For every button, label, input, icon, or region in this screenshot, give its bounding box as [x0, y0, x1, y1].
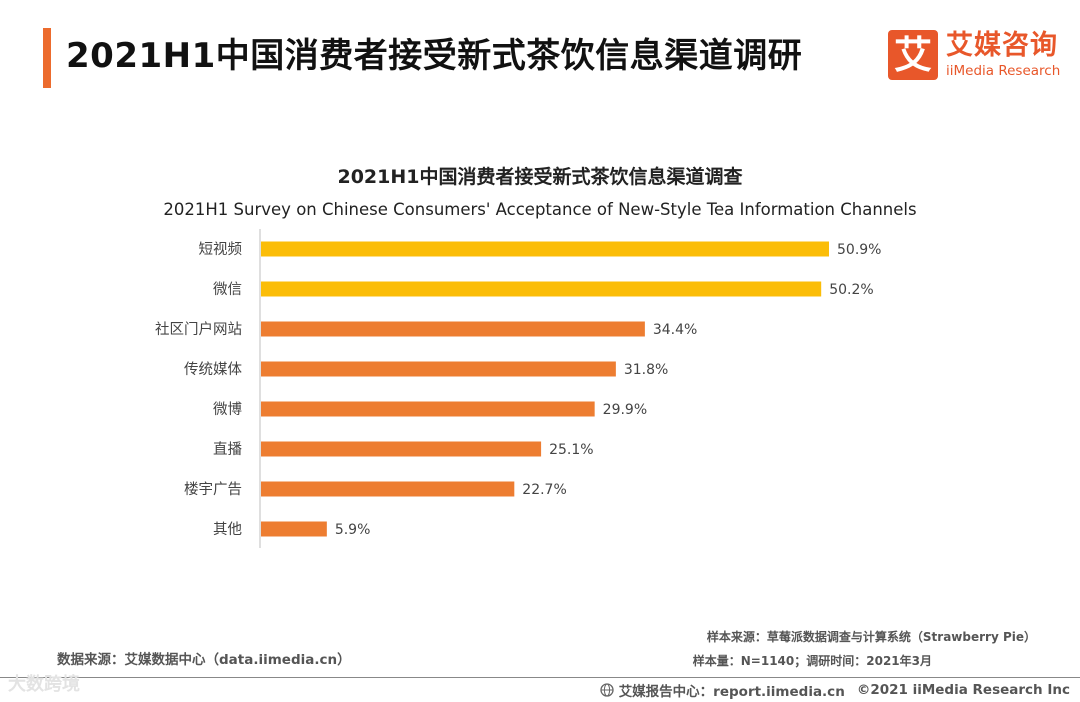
globe-icon	[600, 683, 614, 697]
sample-source: 样本来源：草莓派数据调查与计算系统（Strawberry Pie）	[706, 630, 1036, 644]
report-center-link[interactable]: 艾媒报告中心：report.iimedia.cn	[618, 684, 845, 700]
logo-cn-text: 艾媒咨询	[946, 30, 1058, 61]
logo-mark: 艾	[888, 30, 938, 80]
footer-divider	[0, 677, 1080, 678]
footer-report-center: 艾媒报告中心：report.iimedia.cn ©2021 iiMedia R…	[600, 680, 1070, 700]
category-label: 微博	[213, 401, 242, 418]
data-label: 29.9%	[603, 402, 647, 418]
data-label: 5.9%	[335, 522, 371, 538]
category-label: 社区门户网站	[155, 321, 242, 338]
data-label: 50.9%	[837, 242, 881, 258]
category-label: 其他	[213, 521, 242, 538]
iimedia-logo: 艾 艾媒咨询 iiMedia Research	[888, 30, 1060, 82]
data-label: 34.4%	[653, 322, 697, 338]
data-label: 50.2%	[829, 282, 873, 298]
bar	[261, 401, 595, 417]
data-label: 31.8%	[624, 362, 668, 378]
bar	[261, 441, 542, 457]
bar	[261, 281, 822, 297]
bar	[261, 521, 327, 537]
bar	[261, 481, 515, 497]
chart-subtitle: 2021H1 Survey on Chinese Consumers' Acce…	[163, 200, 917, 219]
sample-size: 样本量：N=1140；调研时间：2021年3月	[692, 654, 932, 668]
title-accent-bar	[43, 28, 51, 88]
data-label: 22.7%	[522, 482, 566, 498]
category-label: 传统媒体	[184, 361, 242, 378]
bar	[261, 361, 616, 377]
category-label: 楼宇广告	[184, 481, 242, 498]
category-label: 微信	[213, 281, 242, 298]
watermark: 大数跨境	[8, 674, 80, 695]
category-label: 短视频	[199, 241, 243, 258]
chart-title: 2021H1中国消费者接受新式茶饮信息渠道调查	[337, 166, 743, 188]
logo-en-text: iiMedia Research	[946, 63, 1061, 79]
bar	[261, 241, 829, 257]
page-title: 2021H1中国消费者接受新式茶饮信息渠道调研	[66, 36, 803, 76]
data-label: 25.1%	[549, 442, 593, 458]
copyright: ©2021 iiMedia Research Inc	[856, 682, 1070, 698]
bar	[261, 321, 645, 337]
data-source: 数据来源：艾媒数据中心（data.iimedia.cn）	[57, 652, 351, 668]
category-label: 直播	[213, 441, 242, 458]
